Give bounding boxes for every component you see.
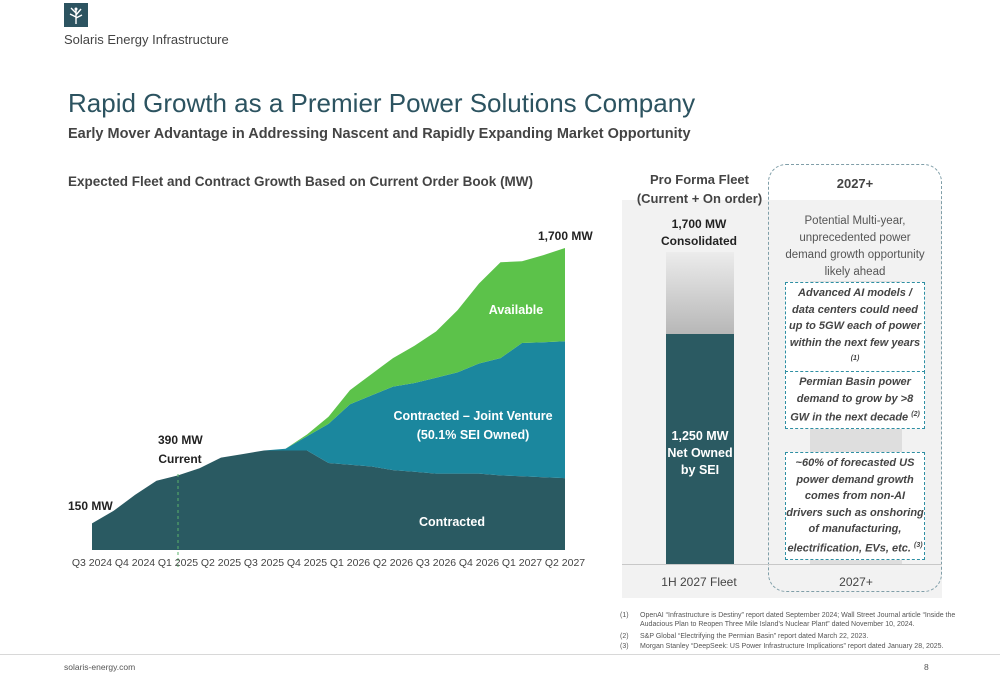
bar-main-label: 1,250 MW Net Owned by SEI [662, 428, 738, 479]
company-logo-icon [64, 3, 88, 27]
label-current: Current [158, 452, 202, 466]
label-1700mw: 1,700 MW [538, 229, 593, 243]
footnote-2: (2) S&P Global “Electrifying the Permian… [620, 632, 960, 641]
page-number: 8 [924, 662, 929, 672]
right-axis-line [622, 564, 942, 565]
future-dashed-frame [768, 164, 942, 592]
potential-text: Potential Multi-year, unprecedented powe… [778, 213, 932, 281]
year-2027-title: 2027+ [836, 176, 874, 191]
x-tick-q3-2024: Q3 2024 [71, 557, 113, 569]
driver-box-non-ai: ~60% of forecasted US power demand growt… [785, 452, 925, 560]
footer-site: solaris-energy.com [64, 662, 136, 672]
bar-main-label-line2: Net Owned [667, 446, 733, 460]
driver-box-ai-ref: (1) [850, 355, 860, 362]
footnote-1-text: OpenAI “Infrastructure is Destiny” repor… [640, 612, 956, 628]
footnote-3-text: Morgan Stanley “DeepSeek: US Power Infra… [640, 643, 944, 650]
footnote-2-text: S&P Global “Electrifying the Permian Bas… [640, 633, 869, 640]
series-label-jv-owned: (50.1% SEI Owned) [416, 428, 530, 442]
page-title: Rapid Growth as a Premier Power Solution… [68, 88, 696, 118]
x-tick-q2-2027: Q2 2027 [544, 557, 586, 569]
footnote-3: (3) Morgan Stanley “DeepSeek: US Power I… [620, 642, 960, 651]
driver-box-non-ai-text: ~60% of forecasted US power demand growt… [786, 457, 924, 555]
x-tick-q1-2027: Q1 2027 [501, 557, 543, 569]
area-available [92, 248, 565, 524]
series-label-contracted: Contracted [419, 515, 485, 529]
driver-box-permian: Permian Basin power demand to grow by >8… [785, 371, 925, 430]
bar-top-label-line1: 1,700 MW [671, 217, 727, 231]
label-150mw: 150 MW [68, 499, 113, 513]
series-label-available: Available [488, 303, 544, 317]
axis-label-fleet: 1H 2027 Fleet [661, 575, 737, 589]
driver-box-permian-text: Permian Basin power demand to grow by >8… [790, 376, 914, 424]
x-tick-q3-2025: Q3 2025 [243, 557, 285, 569]
footer-divider [0, 654, 1000, 655]
footnote-1-num: (1) [620, 612, 629, 619]
bar-main-label-line3: by SEI [680, 463, 720, 477]
label-390mw: 390 MW [158, 433, 203, 447]
x-tick-q2-2025: Q2 2025 [200, 557, 242, 569]
area-contracted [92, 450, 565, 550]
company-name: Solaris Energy Infrastructure [64, 32, 229, 47]
axis-label-2027: 2027+ [839, 575, 873, 589]
chart-title: Expected Fleet and Contract Growth Based… [68, 174, 534, 189]
bar-main-label-line1: 1,250 MW [671, 429, 729, 443]
area-joint-venture [92, 341, 565, 524]
driver-box-permian-ref: (2) [911, 411, 920, 418]
bar-top-label: 1,700 MW Consolidated [640, 216, 758, 250]
footnote-3-num: (3) [620, 643, 629, 650]
driver-box-ai-text: Advanced AI models / data centers could … [788, 287, 921, 349]
x-tick-q4-2025: Q4 2025 [286, 557, 328, 569]
fleet-title: Pro Forma Fleet (Current + On order) [632, 170, 767, 208]
bar-top-label-line2: Consolidated [660, 234, 737, 248]
fleet-growth-chart [92, 248, 565, 570]
fleet-title-line2: (Current + On order) [636, 191, 763, 206]
x-tick-q4-2024: Q4 2024 [114, 557, 156, 569]
driver-box-non-ai-ref: (3) [914, 541, 923, 549]
x-tick-q1-2026: Q1 2026 [329, 557, 371, 569]
series-label-jv: Contracted – Joint Venture [393, 409, 553, 423]
fleet-title-line1: Pro Forma Fleet [650, 172, 749, 187]
driver-box-ai: Advanced AI models / data centers could … [785, 282, 925, 374]
x-tick-q1-2025: Q1 2025 [157, 557, 199, 569]
bar-consolidated-segment [666, 252, 734, 334]
x-tick-q4-2026: Q4 2026 [458, 557, 500, 569]
page-subtitle: Early Mover Advantage in Addressing Nasc… [68, 126, 691, 142]
x-tick-q3-2026: Q3 2026 [415, 557, 457, 569]
bar-net-owned-segment [666, 334, 734, 564]
x-tick-q2-2026: Q2 2026 [372, 557, 414, 569]
footnote-2-num: (2) [620, 633, 629, 640]
footnote-1: (1) OpenAI “Infrastructure is Destiny” r… [620, 611, 960, 629]
